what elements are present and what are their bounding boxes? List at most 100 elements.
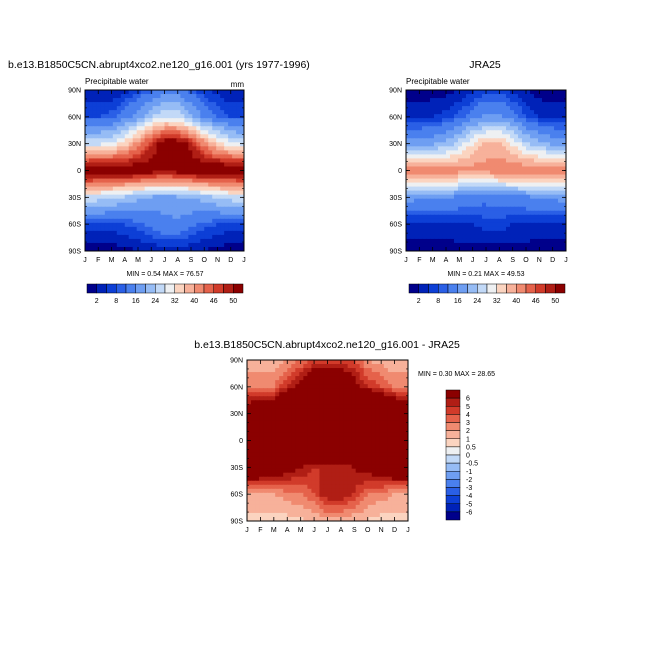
heat-cell	[168, 126, 173, 131]
heat-cell	[319, 457, 324, 462]
heat-cell	[192, 223, 197, 228]
heat-cell	[157, 142, 162, 147]
heat-cell	[117, 118, 122, 123]
heat-cell	[184, 142, 189, 147]
heat-cell	[506, 142, 511, 147]
heat-cell	[212, 146, 217, 151]
heat-cell	[442, 150, 447, 155]
heat-cell	[295, 408, 300, 413]
heat-cell	[176, 171, 181, 176]
heat-cell	[554, 175, 559, 180]
heat-cell	[534, 134, 539, 139]
heat-cell	[109, 98, 114, 103]
heat-cell	[319, 392, 324, 397]
heat-cell	[259, 396, 264, 401]
heat-cell	[454, 231, 459, 236]
heat-cell	[157, 126, 162, 131]
heat-cell	[558, 118, 563, 123]
heat-cell	[145, 199, 150, 204]
heat-cell	[323, 424, 328, 429]
colorbar-swatch	[175, 284, 185, 293]
heat-cell	[474, 187, 479, 192]
heat-cell	[200, 175, 205, 180]
heat-cell	[133, 231, 138, 236]
heat-cell	[482, 126, 487, 131]
heat-cell	[498, 191, 503, 196]
heat-cell	[514, 183, 519, 188]
heat-cell	[510, 142, 515, 147]
heat-cell	[360, 477, 365, 482]
heat-cell	[137, 195, 142, 200]
heat-cell	[93, 138, 98, 143]
heat-cell	[438, 154, 443, 159]
heat-cell	[450, 90, 455, 95]
heat-cell	[129, 106, 134, 111]
heat-cell	[502, 154, 507, 159]
heat-cell	[220, 183, 225, 188]
heat-cell	[113, 110, 118, 115]
heat-cell	[478, 187, 483, 192]
heat-cell	[462, 162, 467, 167]
heat-cell	[93, 203, 98, 208]
heat-cell	[388, 493, 393, 498]
heat-cell	[263, 485, 268, 490]
heat-cell	[157, 187, 162, 192]
heat-cell	[315, 441, 320, 446]
heat-cell	[196, 90, 201, 95]
heat-cell	[319, 380, 324, 385]
heat-cell	[530, 98, 535, 103]
heat-cell	[522, 150, 527, 155]
heat-cell	[442, 106, 447, 111]
heat-cell	[442, 223, 447, 228]
heat-cell	[434, 138, 439, 143]
heat-cell	[422, 150, 427, 155]
heat-cell	[216, 126, 221, 131]
heat-cell	[251, 441, 256, 446]
heat-cell	[546, 158, 551, 163]
heat-cell	[538, 142, 543, 147]
heat-cell	[442, 227, 447, 232]
heat-cell	[180, 175, 185, 180]
heat-cell	[336, 485, 341, 490]
heat-cell	[522, 146, 527, 151]
heat-cell	[384, 509, 389, 514]
heat-cell	[502, 171, 507, 176]
heat-cell	[145, 122, 150, 127]
heat-cell	[232, 235, 237, 240]
heat-cell	[510, 183, 515, 188]
heat-cell	[418, 90, 423, 95]
heat-cell	[208, 183, 213, 188]
heat-cell	[109, 106, 114, 111]
heat-cell	[279, 368, 284, 373]
heat-cell	[184, 138, 189, 143]
heat-cell	[478, 215, 483, 220]
heat-cell	[462, 138, 467, 143]
heat-cell	[442, 142, 447, 147]
heat-cell	[228, 191, 233, 196]
heat-cell	[336, 445, 341, 450]
heat-cell	[426, 106, 431, 111]
heat-cell	[542, 162, 547, 167]
heat-cell	[462, 154, 467, 159]
heat-cell	[406, 191, 411, 196]
heat-cell	[340, 380, 345, 385]
heat-cell	[542, 166, 547, 171]
heat-cell	[434, 134, 439, 139]
heat-cell	[364, 432, 369, 437]
heat-cell	[344, 449, 349, 454]
heat-cell	[307, 432, 312, 437]
heat-cell	[204, 98, 209, 103]
heat-cell	[145, 191, 150, 196]
heat-cell	[180, 235, 185, 240]
heat-cell	[263, 509, 268, 514]
heat-cell	[542, 215, 547, 220]
heat-cell	[133, 203, 138, 208]
heat-cell	[196, 154, 201, 159]
heat-cell	[192, 171, 197, 176]
heat-cell	[101, 142, 106, 147]
heat-cell	[360, 457, 365, 462]
heat-cell	[418, 199, 423, 204]
heat-cell	[168, 90, 173, 95]
heat-cell	[224, 142, 229, 147]
heat-cell	[410, 179, 415, 184]
